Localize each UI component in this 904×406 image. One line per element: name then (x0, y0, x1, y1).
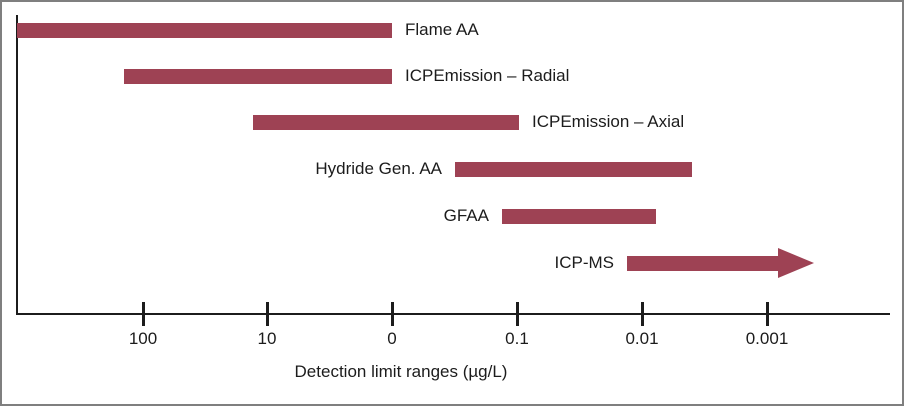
x-tick-label: 0 (387, 329, 397, 348)
icp-ms-arrow-head (778, 248, 814, 278)
x-tick (516, 302, 519, 326)
x-tick-label: 100 (128, 329, 158, 348)
x-axis-title: Detection limit ranges (µg/L) (294, 362, 508, 381)
x-tick (266, 302, 269, 326)
technique-range-bar (17, 22, 392, 38)
technique-label: ICP-MS (554, 253, 615, 272)
y-axis-line (16, 15, 18, 314)
x-tick-label: 0.001 (745, 329, 789, 348)
technique-range-bar (502, 208, 656, 224)
x-tick-label: 0.1 (505, 329, 529, 348)
icp-ms-arrow-body (627, 255, 779, 271)
technique-range-bar (124, 68, 392, 84)
x-tick (641, 302, 644, 326)
x-tick-label: 0.01 (625, 329, 659, 348)
x-tick (766, 302, 769, 326)
x-axis-line (16, 313, 890, 315)
x-tick (142, 302, 145, 326)
technique-label: GFAA (443, 206, 489, 225)
technique-label: ICPEmission – Radial (405, 66, 570, 85)
x-tick-label: 10 (257, 329, 277, 348)
technique-label: ICPEmission – Axial (532, 112, 685, 131)
technique-label: Hydride Gen. AA (315, 159, 442, 178)
technique-label: Flame AA (405, 20, 479, 39)
technique-range-bar (455, 161, 692, 177)
technique-range-bar (253, 114, 519, 130)
x-tick (391, 302, 394, 326)
